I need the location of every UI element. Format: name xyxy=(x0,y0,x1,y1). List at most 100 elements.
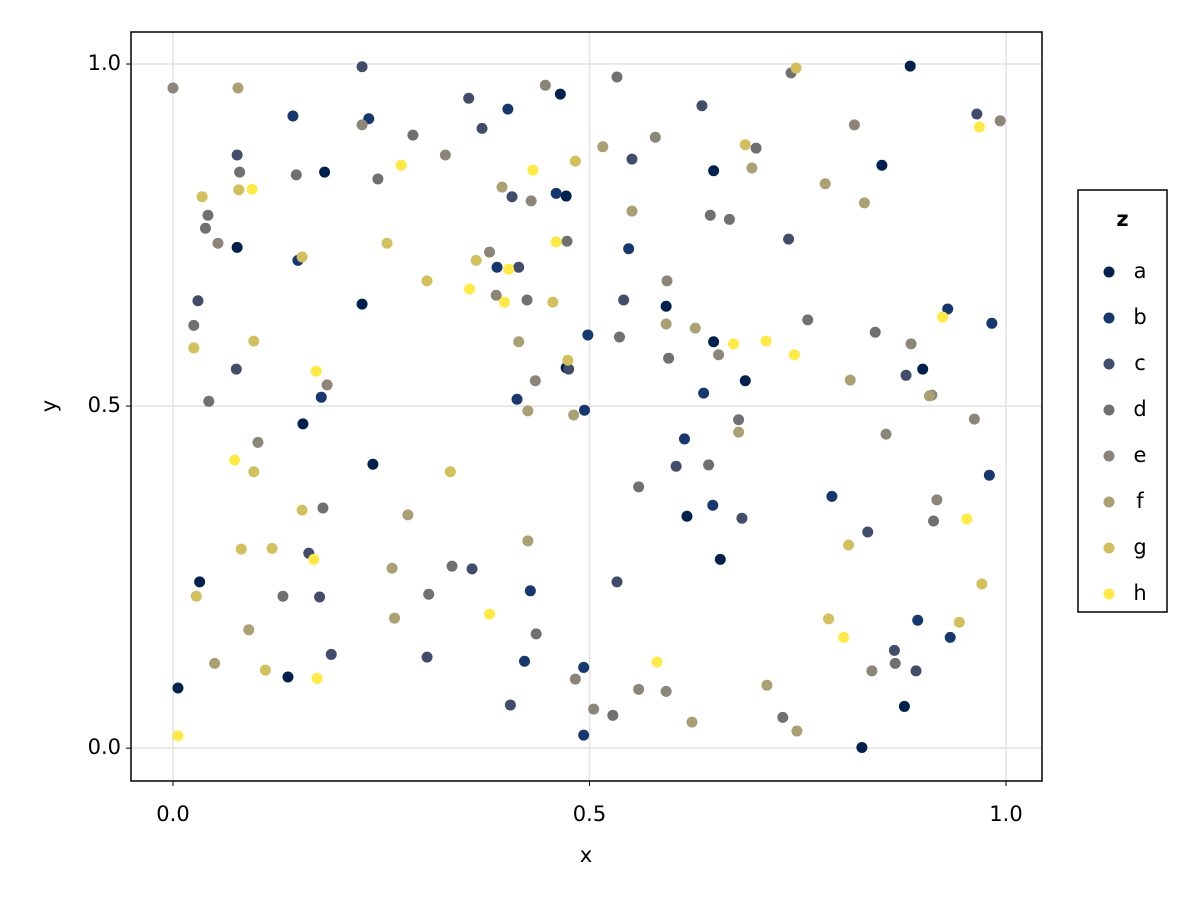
legend-label: g xyxy=(1133,535,1146,559)
point xyxy=(633,683,645,695)
point xyxy=(678,433,690,445)
point xyxy=(889,657,901,669)
point xyxy=(562,354,574,366)
point xyxy=(243,624,255,636)
point xyxy=(356,61,368,73)
point xyxy=(670,460,682,472)
point xyxy=(499,296,511,308)
legend-marker xyxy=(1103,266,1115,278)
point xyxy=(714,553,726,565)
plot-frame xyxy=(130,31,1043,782)
point xyxy=(696,100,708,112)
point xyxy=(439,149,451,161)
point xyxy=(234,166,246,178)
x-tick-label: 0.5 xyxy=(573,802,606,826)
point xyxy=(188,319,200,331)
point xyxy=(496,181,508,193)
point xyxy=(356,298,368,310)
point xyxy=(848,119,860,131)
point xyxy=(686,716,698,728)
point xyxy=(944,631,956,643)
point xyxy=(446,560,458,572)
y-tick-label: 0.0 xyxy=(88,735,121,759)
point xyxy=(663,352,675,364)
point xyxy=(547,296,559,308)
point xyxy=(739,139,751,151)
point xyxy=(202,209,214,221)
point xyxy=(912,614,924,626)
point xyxy=(563,363,575,375)
point xyxy=(231,241,243,253)
point xyxy=(203,395,215,407)
point xyxy=(287,110,299,122)
legend-label: a xyxy=(1134,259,1147,283)
point xyxy=(973,121,985,133)
point xyxy=(708,165,720,177)
point xyxy=(529,375,541,387)
point xyxy=(561,235,573,247)
legend-title: z xyxy=(1116,207,1128,231)
point xyxy=(209,657,221,669)
point xyxy=(760,335,772,347)
point xyxy=(790,62,802,74)
point xyxy=(491,261,503,273)
point xyxy=(569,155,581,167)
point xyxy=(421,275,433,287)
point xyxy=(611,71,623,83)
legend-label: e xyxy=(1134,443,1147,467)
point xyxy=(423,588,435,600)
point xyxy=(319,166,331,178)
point xyxy=(588,703,600,715)
point xyxy=(395,159,407,171)
point xyxy=(866,665,878,677)
point xyxy=(582,329,594,341)
point xyxy=(739,375,751,387)
point xyxy=(953,616,965,628)
point xyxy=(231,149,243,161)
point xyxy=(314,591,326,603)
point xyxy=(308,553,320,565)
x-tick-label: 0.0 xyxy=(156,802,189,826)
point xyxy=(356,119,368,131)
legend-marker xyxy=(1103,450,1115,462)
point xyxy=(296,504,308,516)
point xyxy=(196,191,208,203)
point xyxy=(511,393,523,405)
point xyxy=(626,153,638,165)
point xyxy=(613,331,625,343)
point xyxy=(315,391,327,403)
legend-marker xyxy=(1103,496,1115,508)
point xyxy=(266,542,278,554)
point xyxy=(750,142,762,154)
point xyxy=(407,129,419,141)
point xyxy=(900,369,912,381)
point xyxy=(876,159,888,171)
point xyxy=(527,164,539,176)
point xyxy=(290,169,302,181)
point xyxy=(190,590,202,602)
point xyxy=(233,184,245,196)
point xyxy=(476,122,488,134)
point xyxy=(372,173,384,185)
point xyxy=(282,671,294,683)
point xyxy=(783,233,795,245)
point xyxy=(311,672,323,684)
point xyxy=(259,664,271,676)
legend-label: h xyxy=(1133,581,1146,605)
point xyxy=(698,387,710,399)
point xyxy=(367,458,379,470)
point xyxy=(167,82,179,94)
point xyxy=(172,682,184,694)
point xyxy=(188,342,200,354)
point xyxy=(235,543,247,555)
point xyxy=(568,409,580,421)
point xyxy=(707,499,719,511)
point xyxy=(502,103,514,115)
point xyxy=(723,213,735,225)
point xyxy=(942,303,954,315)
point xyxy=(317,502,329,514)
point xyxy=(660,300,672,312)
point xyxy=(248,466,260,478)
point xyxy=(246,183,258,195)
